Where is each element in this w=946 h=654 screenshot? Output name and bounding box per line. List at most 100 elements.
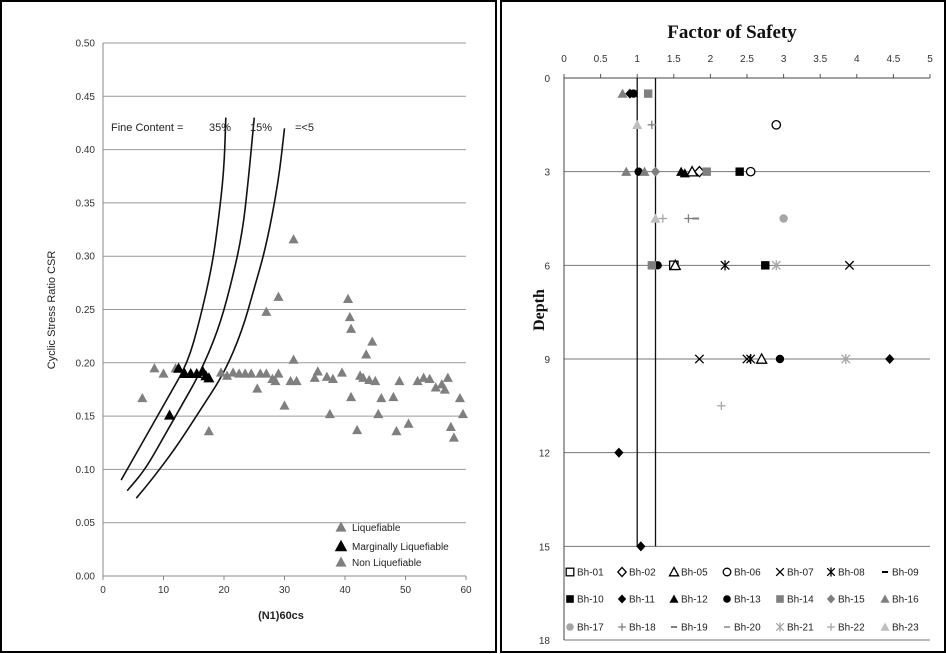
data-point-bh-10 [761,261,770,270]
data-point-bh-23 [650,213,661,223]
x-tick-label: 20 [218,585,230,596]
legend-label: Bh-21 [787,623,814,634]
legend-marker [334,539,348,552]
legend-label: Bh-14 [787,595,814,606]
y-tick-label: 0.30 [76,252,96,263]
data-point-bh-14 [702,167,711,176]
fs-tick-label: 2.5 [740,54,754,65]
legend-marker [566,623,574,631]
data-point-marginally-liquefiable [173,362,185,373]
x-tick-label: 60 [460,585,472,596]
y-tick-label: 0.20 [76,358,96,369]
data-point-marginally-liquefiable [164,409,176,420]
legend-label: Bh-05 [681,568,708,579]
fs-tick-label: 3 [781,54,787,65]
legend-label: Bh-18 [629,623,656,634]
data-point-non-liquefiable [457,408,469,419]
data-point-non-liquefiable [391,425,402,436]
data-point-bh-17 [779,214,788,223]
fs-tick-label: 2 [708,54,714,65]
y-axis-label: Cyclic Stress Ratio CSR [46,251,58,370]
data-point-liquefiable [367,336,378,346]
legend-label: Bh-17 [577,623,604,634]
data-point-bh-02 [693,165,705,178]
data-point-liquefiable [149,363,160,373]
legend-marker [618,623,626,631]
data-point-liquefiable [361,349,372,359]
data-point-bh-11 [885,353,895,365]
data-point-liquefiable [344,311,355,322]
legend-marker [335,521,347,532]
fs-tick-label: 5 [927,54,933,65]
legend-label: Bh-15 [838,595,865,606]
legend-marker [565,567,575,577]
data-point-non-liquefiable [252,383,263,393]
fine-content-35: 35% [209,122,231,134]
left-panel-frame [0,0,497,653]
data-point-non-liquefiable [324,408,335,419]
data-point-non-liquefiable [288,354,299,364]
data-point-bh-05 [755,352,768,364]
data-point-non-liquefiable [352,424,363,435]
y-tick-label: 0.25 [76,305,96,316]
fine-content-15: 15% [250,122,272,134]
data-point-bh-11 [636,541,646,552]
fs-tick-label: 3.5 [813,54,827,65]
legend-label: Bh-08 [838,568,865,579]
data-point-non-liquefiable [279,400,290,410]
data-point-bh-11 [614,447,624,458]
legend-marker [826,567,836,577]
fine-content-5: =<5 [295,122,314,134]
data-point-bh-16 [621,166,632,176]
legend-label: Bh-20 [734,623,761,634]
data-point-bh-07 [844,260,855,270]
depth-tick-label: 3 [544,168,550,179]
data-point-marginally-liquefiable [203,372,215,383]
data-point-non-liquefiable [291,375,302,386]
fine-content-label: Fine Content = [111,122,183,134]
fs-tick-label: 0.5 [594,54,608,65]
y-tick-label: 0.35 [76,198,96,209]
legend-label: Liquefiable [352,523,401,534]
fs-tick-label: 1 [634,54,640,65]
depth-tick-label: 12 [539,449,551,460]
data-point-non-liquefiable [376,392,387,403]
data-point-bh-13 [629,89,638,98]
legend-marker [617,594,627,604]
data-point-non-liquefiable [445,421,456,431]
data-point-non-liquefiable [336,367,348,377]
legend-label: Marginally Liquefiable [352,542,449,553]
legend-label: Bh-06 [734,568,761,579]
data-point-liquefiable [137,392,148,403]
x-tick-label: 0 [100,585,106,596]
data-point-liquefiable [261,306,272,316]
data-point-bh-22 [717,401,726,411]
fs-tick-label: 1.5 [667,54,681,65]
depth-tick-label: 0 [544,74,550,85]
y-tick-label: 0.40 [76,145,96,156]
legend-label: Bh-07 [787,568,814,579]
x-tick-label: 10 [158,585,170,596]
depth-tick-label: 6 [544,261,550,272]
data-point-non-liquefiable [424,373,435,383]
fines-boundary-curve-2 [135,128,286,499]
csr-chart: 0.00 0.05 0.10 0.15 0.20 0.25 0.30 0.35 0.40 0.45… [0,0,497,653]
data-point-non-liquefiable [327,373,338,383]
data-point-non-liquefiable [346,391,357,402]
data-point-liquefiable [158,368,169,378]
data-point-bh-07 [742,354,752,364]
fs-tick-label: 0 [561,54,567,65]
data-point-non-liquefiable [246,368,257,378]
depth-tick-label: 15 [539,542,551,553]
data-point-non-liquefiable [261,368,272,378]
data-point-bh-05 [669,258,682,271]
data-point-non-liquefiable [448,432,459,442]
x-tick-label: 50 [400,585,412,596]
data-point-non-liquefiable [418,372,429,382]
legend-label: Bh-22 [838,623,865,634]
legend-label: Bh-12 [681,595,708,606]
legend-marker [775,567,785,577]
data-point-liquefiable [346,323,357,333]
data-point-bh-06 [745,166,756,177]
legend-marker [566,595,574,603]
